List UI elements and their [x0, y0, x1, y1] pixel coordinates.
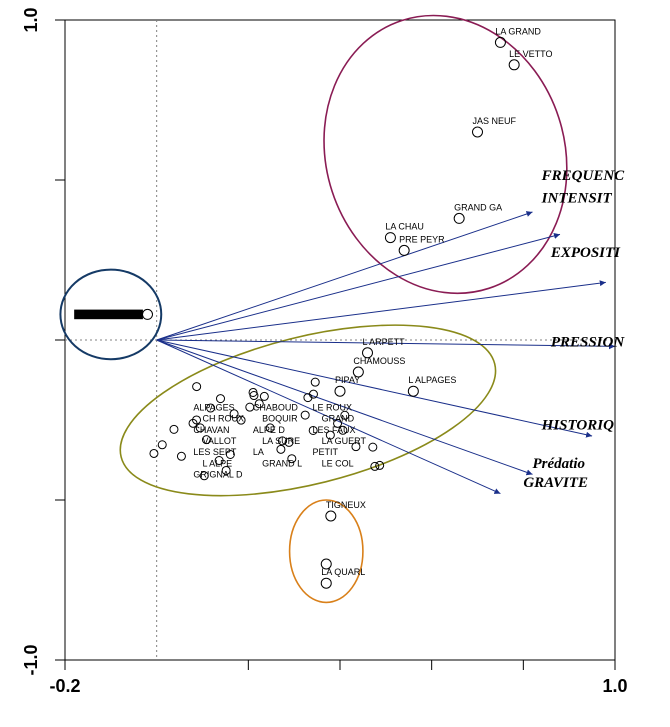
data-point: [217, 395, 225, 403]
data-point: [399, 245, 409, 255]
point-label: LA GUERT: [322, 436, 367, 446]
data-point: [385, 233, 395, 243]
point-label: LES FAUX: [313, 425, 356, 435]
point-label: GRIGNAL D: [193, 470, 243, 480]
xtick-label: 1.0: [602, 676, 627, 696]
point-label: LA CHAU: [385, 222, 424, 232]
cluster-ellipse: [103, 292, 512, 528]
point-label: LE VETTO: [509, 49, 552, 59]
loading-arrow: [157, 234, 560, 340]
point-label: GRAND L: [262, 458, 302, 468]
dense-cluster-band: [74, 310, 143, 320]
arrow-label: INTENSIT: [541, 190, 613, 206]
data-point: [177, 452, 185, 460]
ytick-label: 1.0: [21, 7, 41, 32]
point-label: LA SURE: [262, 436, 300, 446]
point-label: GRAND GA: [454, 202, 502, 212]
point-label: LA: [253, 447, 264, 457]
point-label: LA GRAND: [495, 26, 541, 36]
point-label: L ALPAGES: [408, 375, 456, 385]
data-point: [335, 386, 345, 396]
point-label: CHAMOUSS: [353, 356, 405, 366]
data-point: [509, 60, 519, 70]
data-point: [143, 309, 153, 319]
data-point: [150, 449, 158, 457]
data-point: [301, 411, 309, 419]
point-label: ALPAGES: [193, 402, 234, 412]
point-label: PETIT: [313, 447, 339, 457]
data-point: [321, 578, 331, 588]
arrow-label: EXPOSITI: [550, 245, 621, 261]
data-point: [473, 127, 483, 137]
point-label: BOQUIR: [262, 414, 298, 424]
point-label: LE COL: [322, 458, 354, 468]
arrow-label: GRAVITE: [523, 475, 588, 491]
arrow-label: PRESSION: [551, 334, 626, 350]
data-point: [277, 445, 285, 453]
point-label: CHABOUD: [253, 402, 299, 412]
point-label: LES SEPT: [193, 447, 237, 457]
point-label: L ARPETT: [363, 337, 406, 347]
data-point: [170, 425, 178, 433]
point-label: CHAVAN: [193, 425, 229, 435]
point-label: PRE PEYR: [399, 234, 445, 244]
data-point: [495, 37, 505, 47]
point-label: PIPAY: [335, 375, 360, 385]
point-label: TIGNEUX: [326, 500, 366, 510]
data-point: [158, 441, 166, 449]
data-point: [260, 392, 268, 400]
point-label: LE ROUX: [313, 402, 353, 412]
ytick-label: -1.0: [21, 644, 41, 675]
data-point: [454, 213, 464, 223]
loading-arrow: [157, 212, 533, 340]
data-point: [369, 443, 377, 451]
point-label: GRAND: [322, 414, 355, 424]
data-point: [326, 511, 336, 521]
cluster-ellipse: [289, 0, 603, 325]
scatter-biplot: -1.0 1.0 -0.2 1.0 FREQUENC INTENSIT EXPOSITI PR…: [0, 0, 670, 727]
point-label: CH ROUX: [203, 414, 245, 424]
point-label: ALPE D: [253, 425, 286, 435]
point-label: L ALPE: [203, 458, 233, 468]
point-label: JAS NEUF: [473, 116, 517, 126]
xtick-label: -0.2: [49, 676, 80, 696]
arrow-label: FREQUENC: [541, 168, 626, 184]
data-point: [193, 383, 201, 391]
point-label: VALLOT: [203, 436, 237, 446]
arrow-label: HISTORIQ: [541, 418, 614, 434]
loading-arrow: [157, 282, 606, 340]
arrow-label: Prédatio: [533, 456, 586, 472]
data-point: [408, 386, 418, 396]
data-point: [311, 378, 319, 386]
